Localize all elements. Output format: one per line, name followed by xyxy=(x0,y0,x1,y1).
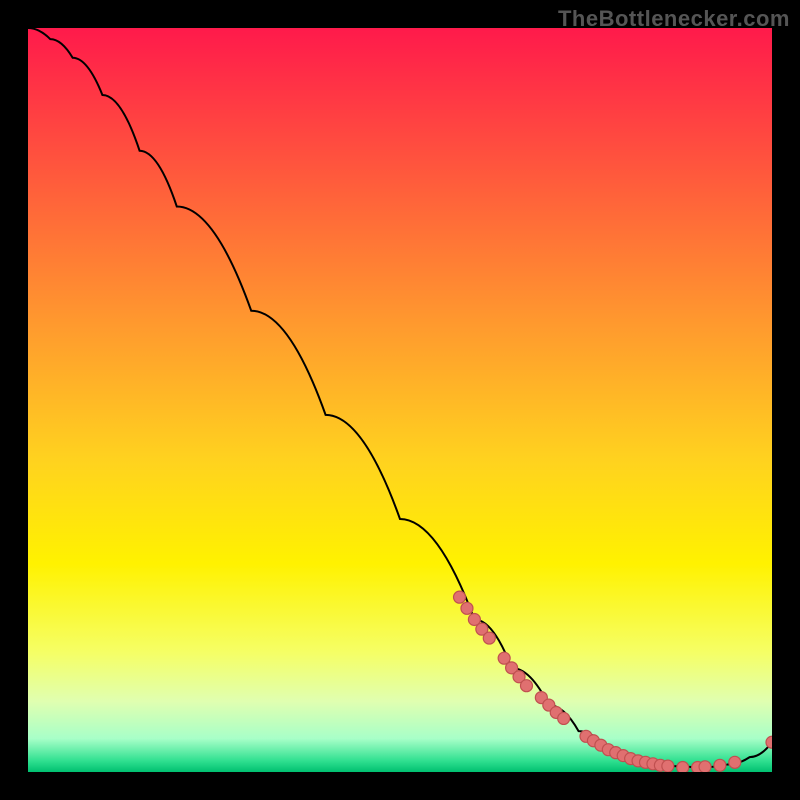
marker-point xyxy=(520,680,532,692)
markers-group xyxy=(454,591,772,772)
marker-point xyxy=(766,736,772,748)
marker-point xyxy=(662,760,674,772)
marker-point xyxy=(461,602,473,614)
marker-point xyxy=(454,591,466,603)
marker-point xyxy=(677,762,689,772)
chart-overlay xyxy=(28,28,772,772)
plot-area xyxy=(28,28,772,772)
curve-line xyxy=(28,28,772,768)
marker-point xyxy=(729,756,741,768)
chart-container: TheBottlenecker.com xyxy=(0,0,800,800)
marker-point xyxy=(558,712,570,724)
marker-point xyxy=(699,761,711,772)
marker-point xyxy=(483,632,495,644)
marker-point xyxy=(714,759,726,771)
